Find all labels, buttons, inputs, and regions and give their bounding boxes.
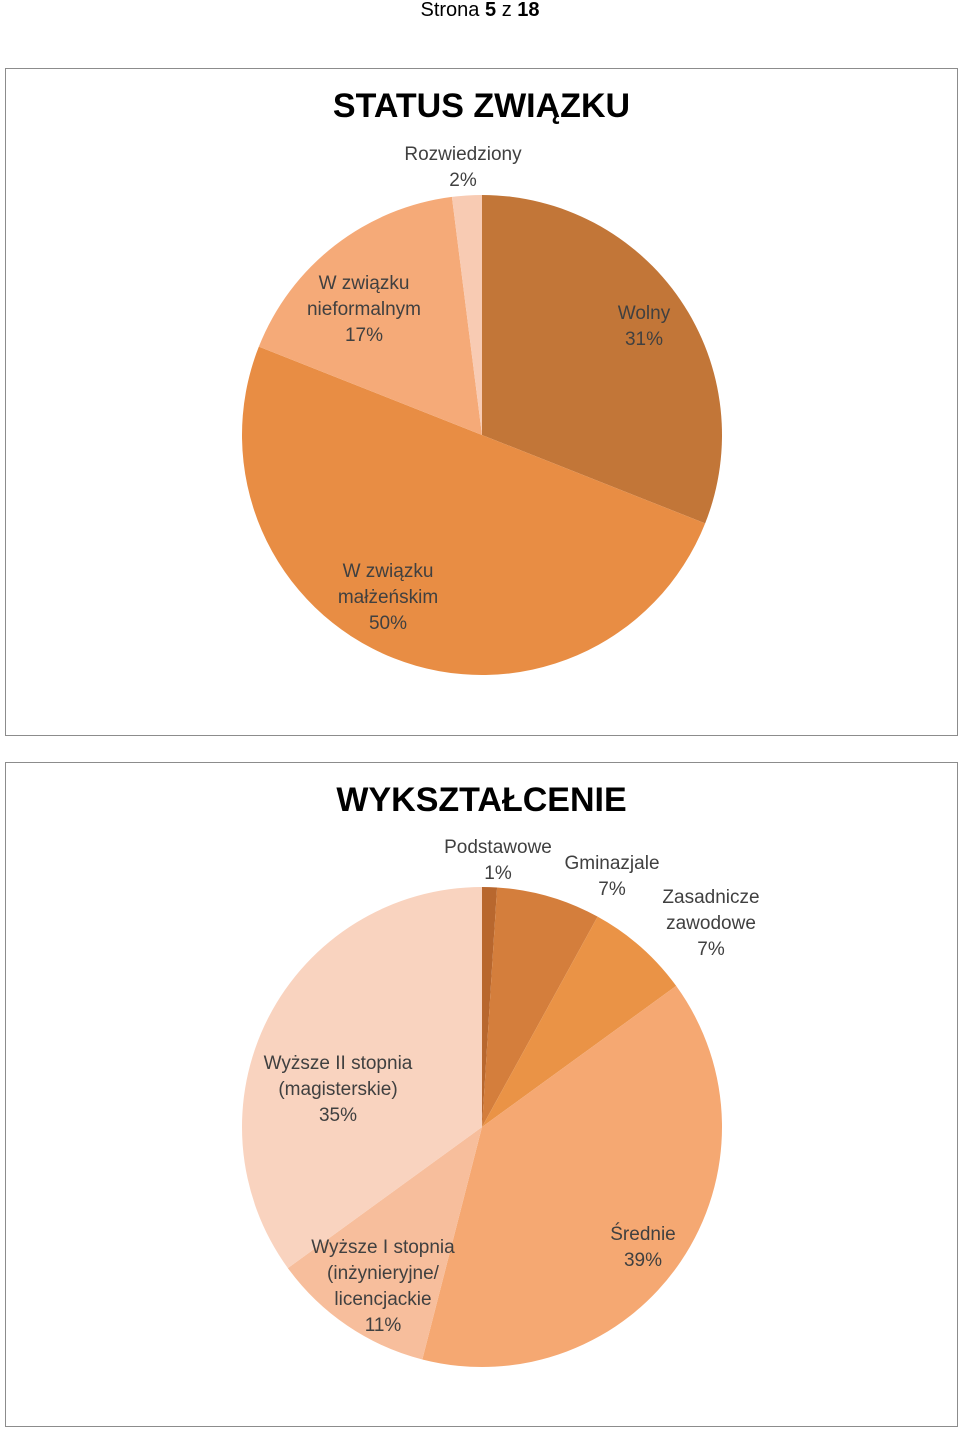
pie-chart-svg: Wolny 31% W związku małżeńskim 50% W związku n… bbox=[242, 144, 723, 675]
slice-label-wyzsze-ii-stopnia-magisterskie: Wyższe II stopnia (magisterskie) 35% bbox=[264, 1053, 413, 1126]
page-header: Strona 5 z 18 bbox=[0, 0, 960, 20]
slice-label-wyzsze-i-stopnia-inzynieryjne-licencjackie: Wyższe I stopnia (inżynieryjne/licencjack… bbox=[311, 1237, 455, 1336]
pie-slice-wyzsze-i-stopnia-inzynieryjne-licencjackie bbox=[287, 1127, 482, 1360]
pie-slice-podstawowe bbox=[482, 887, 498, 1127]
slice-label-srednie: Średnie 39% bbox=[610, 1223, 676, 1271]
chart-title: STATUS ZWIĄZKU bbox=[332, 87, 631, 125]
pie-slice-wolny bbox=[482, 195, 723, 524]
pie-slice-gminazjale bbox=[482, 887, 598, 1127]
relationship-status-chart: STATUS ZWIĄZKU Wolny 31% W związku małżeńsk… bbox=[5, 68, 958, 736]
slice-label-rozwiedziony: Rozwiedziony 2% bbox=[404, 144, 522, 191]
slice-label-gminazjale: Gminazjale 7% bbox=[564, 853, 659, 900]
slice-label-zasadnicze-zawodowe: Zasadnicze zawodowe 7% bbox=[662, 887, 759, 960]
slice-label-w-zwiazku-ma-zenskim: W związku małżeńskim 50% bbox=[338, 561, 438, 634]
pie-slice-rozwiedziony bbox=[451, 195, 482, 435]
pie-chart-svg: Podstawowe 1% Gminazjale 7% Zasadnicze zawodo… bbox=[241, 837, 760, 1367]
pie-slice-zasadnicze-zawodowe bbox=[482, 916, 677, 1127]
slice-label-podstawowe: Podstawowe 1% bbox=[444, 837, 552, 884]
current-page-number: 5 bbox=[485, 0, 497, 21]
total-pages-number: 18 bbox=[517, 0, 540, 21]
pie-slice-srednie bbox=[422, 985, 722, 1367]
slice-label-w-zwiazku-nieformalnym: W związku nieformalnym 17% bbox=[307, 273, 421, 346]
chart-title: WYKSZTAŁCENIE bbox=[336, 781, 627, 819]
pie-slice-w-zwiazku-nieformalnym bbox=[258, 196, 482, 435]
slice-label-wolny: Wolny 31% bbox=[618, 303, 671, 350]
pie-slice-w-zwiazku-ma-zenskim bbox=[242, 346, 706, 675]
pie-slice-wyzsze-ii-stopnia-magisterskie bbox=[241, 887, 482, 1269]
page-header-separator: z bbox=[501, 0, 512, 21]
education-chart: WYKSZTAŁCENIE Podstawowe 1% Gminazjale 7% Za… bbox=[5, 762, 958, 1427]
page-header-prefix: Strona bbox=[420, 0, 480, 21]
